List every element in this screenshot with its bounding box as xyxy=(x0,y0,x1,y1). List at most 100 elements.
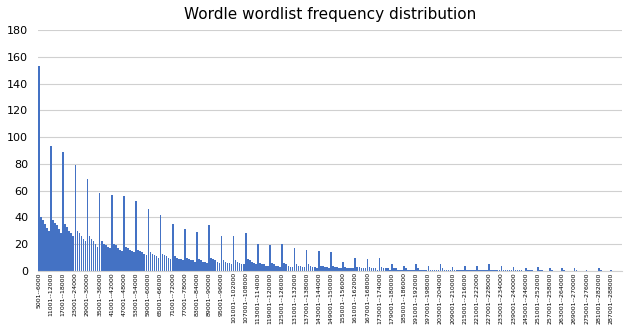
Bar xyxy=(610,269,612,271)
Bar xyxy=(142,252,143,271)
Bar xyxy=(148,210,149,271)
Bar xyxy=(450,269,452,271)
Bar xyxy=(387,268,389,271)
Bar xyxy=(517,269,518,271)
Bar xyxy=(421,269,423,271)
Bar xyxy=(511,269,512,271)
Bar xyxy=(91,239,92,271)
Bar xyxy=(237,261,238,271)
Bar xyxy=(342,261,344,271)
Bar xyxy=(318,251,320,271)
Bar xyxy=(292,267,293,271)
Bar xyxy=(328,268,330,271)
Bar xyxy=(316,268,318,271)
Bar xyxy=(359,267,360,271)
Bar xyxy=(52,220,54,271)
Bar xyxy=(135,201,137,271)
Bar xyxy=(117,248,119,271)
Bar xyxy=(370,268,372,271)
Bar xyxy=(344,267,346,271)
Bar xyxy=(348,268,350,271)
Bar xyxy=(87,179,88,271)
Bar xyxy=(564,269,565,271)
Bar xyxy=(332,265,334,271)
Bar xyxy=(320,265,321,271)
Bar xyxy=(239,263,240,271)
Bar xyxy=(405,268,407,271)
Bar xyxy=(226,263,228,271)
Bar xyxy=(125,247,127,271)
Bar xyxy=(586,269,587,271)
Bar xyxy=(367,259,368,271)
Bar xyxy=(180,259,182,271)
Bar xyxy=(170,259,172,271)
Bar xyxy=(411,269,413,271)
Bar xyxy=(289,267,291,271)
Bar xyxy=(235,260,237,271)
Bar xyxy=(330,252,331,271)
Bar xyxy=(491,269,492,271)
Bar xyxy=(433,269,435,271)
Bar xyxy=(576,269,577,271)
Bar xyxy=(397,269,399,271)
Bar xyxy=(213,259,214,271)
Bar xyxy=(334,267,336,271)
Bar xyxy=(276,265,277,271)
Bar xyxy=(277,265,279,271)
Bar xyxy=(287,265,289,271)
Bar xyxy=(446,269,447,271)
Bar xyxy=(430,269,431,271)
Bar xyxy=(223,260,224,271)
Bar xyxy=(257,244,259,271)
Bar xyxy=(539,269,541,271)
Bar xyxy=(478,269,480,271)
Bar xyxy=(82,239,84,271)
Bar xyxy=(245,233,247,271)
Bar xyxy=(243,264,245,271)
Bar xyxy=(70,233,72,271)
Bar xyxy=(462,269,464,271)
Bar xyxy=(255,264,257,271)
Bar xyxy=(131,251,133,271)
Bar xyxy=(48,231,50,271)
Bar xyxy=(347,268,348,271)
Bar xyxy=(115,246,117,271)
Bar xyxy=(160,215,162,271)
Bar xyxy=(203,261,204,271)
Bar xyxy=(519,269,520,271)
Bar xyxy=(355,258,356,271)
Bar xyxy=(521,269,523,271)
Title: Wordle wordlist frequency distribution: Wordle wordlist frequency distribution xyxy=(184,7,476,22)
Bar xyxy=(74,165,76,271)
Bar xyxy=(172,224,174,271)
Bar xyxy=(322,265,324,271)
Bar xyxy=(393,268,394,271)
Bar xyxy=(107,247,109,271)
Bar xyxy=(442,268,443,271)
Bar xyxy=(77,231,78,271)
Bar xyxy=(267,265,269,271)
Bar xyxy=(324,267,326,271)
Bar xyxy=(551,269,553,271)
Bar xyxy=(143,254,145,271)
Bar xyxy=(395,268,397,271)
Bar xyxy=(133,252,135,271)
Bar xyxy=(113,244,114,271)
Bar xyxy=(253,263,255,271)
Bar xyxy=(162,254,164,271)
Bar xyxy=(89,236,91,271)
Bar xyxy=(44,224,46,271)
Bar xyxy=(208,225,210,271)
Bar xyxy=(484,269,486,271)
Bar xyxy=(458,269,460,271)
Bar xyxy=(166,256,167,271)
Bar xyxy=(413,269,415,271)
Bar xyxy=(85,242,86,271)
Bar xyxy=(515,269,516,271)
Bar xyxy=(440,264,442,271)
Bar xyxy=(42,220,43,271)
Bar xyxy=(340,268,342,271)
Bar xyxy=(140,251,141,271)
Bar xyxy=(105,246,106,271)
Bar xyxy=(503,269,504,271)
